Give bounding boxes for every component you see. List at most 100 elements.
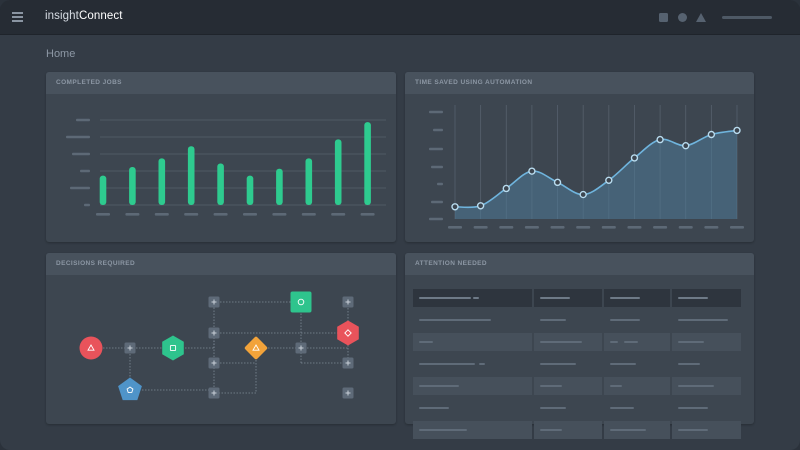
data-point[interactable] <box>451 203 459 211</box>
x-tick-label <box>627 226 642 229</box>
add-step-button[interactable] <box>342 296 354 308</box>
table-cell <box>534 421 602 439</box>
brand-logo: insightConnect <box>45 10 123 22</box>
data-point[interactable] <box>553 178 562 187</box>
decision-node-pentagon[interactable] <box>118 377 142 401</box>
table-cell <box>534 377 602 395</box>
x-tick-label <box>550 226 565 229</box>
decision-node-diamond[interactable] <box>244 336 268 360</box>
bar[interactable] <box>246 175 254 205</box>
triangle-icon[interactable] <box>696 13 706 22</box>
decision-node-square[interactable] <box>290 291 312 313</box>
area-fill <box>455 130 737 219</box>
x-tick-label <box>272 213 287 216</box>
hamburger-menu-icon[interactable] <box>12 12 23 22</box>
x-tick-label <box>96 213 110 216</box>
bar[interactable] <box>129 167 136 205</box>
table-cell <box>672 421 741 439</box>
add-step-button[interactable] <box>208 296 220 308</box>
data-point[interactable] <box>707 130 716 139</box>
text-placeholder <box>419 428 467 431</box>
y-tick-label <box>76 118 90 122</box>
user-menu-placeholder[interactable] <box>722 16 772 19</box>
text-placeholder <box>610 428 646 431</box>
table-cell <box>604 421 670 439</box>
attention-title: ATTENTION NEEDED <box>405 253 754 275</box>
table-row[interactable] <box>413 355 745 373</box>
y-tick-label <box>437 182 443 186</box>
circle-icon[interactable] <box>678 13 687 22</box>
y-tick-label <box>433 128 443 132</box>
add-step-button[interactable] <box>124 342 136 354</box>
x-tick-label <box>448 226 462 229</box>
decision-flow-diagram <box>79 291 359 401</box>
table-cell <box>413 377 532 395</box>
add-step-button[interactable] <box>295 342 307 354</box>
y-tick-label <box>429 110 443 114</box>
text-placeholder <box>419 384 459 387</box>
add-step-button[interactable] <box>342 357 354 369</box>
table-cell <box>534 355 602 373</box>
table-cell <box>604 377 670 395</box>
text-placeholder <box>540 318 566 321</box>
attention-panel: ATTENTION NEEDED <box>405 253 754 439</box>
decision-node-hexagon[interactable] <box>162 335 184 361</box>
data-point[interactable] <box>630 154 639 162</box>
decisions-title: DECISIONS REQUIRED <box>46 253 396 275</box>
table-cell <box>604 289 670 307</box>
text-placeholder <box>473 296 479 299</box>
y-tick-label <box>429 147 443 151</box>
table-row[interactable] <box>413 311 745 329</box>
bar[interactable] <box>158 158 166 205</box>
text-placeholder <box>540 428 562 431</box>
x-tick-label <box>301 213 316 216</box>
table-row[interactable] <box>413 421 745 439</box>
bar[interactable] <box>334 139 342 205</box>
text-placeholder <box>540 362 576 365</box>
text-placeholder <box>419 406 449 409</box>
text-placeholder <box>540 296 570 299</box>
data-point[interactable] <box>528 167 536 175</box>
text-placeholder <box>610 318 640 321</box>
data-point[interactable] <box>656 135 664 144</box>
x-tick-label <box>704 226 719 229</box>
table-cell <box>413 333 532 351</box>
bar[interactable] <box>276 168 283 205</box>
time-saved-title: TIME SAVED USING AUTOMATION <box>405 72 754 94</box>
data-point[interactable] <box>733 126 741 135</box>
bar[interactable] <box>364 122 371 205</box>
bar[interactable] <box>187 146 195 205</box>
data-point[interactable] <box>605 176 613 185</box>
table-cell <box>413 355 532 373</box>
text-placeholder <box>610 406 634 409</box>
table-row[interactable] <box>413 399 745 417</box>
decision-node-hexagon[interactable] <box>337 320 359 346</box>
add-step-button[interactable] <box>208 357 220 369</box>
add-step-button[interactable] <box>208 327 220 339</box>
decision-node-circle[interactable] <box>79 336 103 360</box>
table-cell <box>604 311 670 329</box>
add-step-button[interactable] <box>208 387 220 399</box>
data-point[interactable] <box>476 202 485 210</box>
data-point[interactable] <box>502 184 510 193</box>
bar[interactable] <box>305 158 313 205</box>
x-tick-label <box>360 213 375 216</box>
table-cell <box>604 355 670 373</box>
square-icon[interactable] <box>659 13 668 22</box>
y-tick-label <box>66 135 90 139</box>
data-point[interactable] <box>579 190 587 199</box>
text-placeholder <box>419 362 475 365</box>
y-tick-label <box>431 165 443 169</box>
data-point[interactable] <box>682 141 690 150</box>
text-placeholder <box>610 296 640 299</box>
table-cell <box>413 421 532 439</box>
x-tick-label <box>499 226 514 229</box>
bar[interactable] <box>99 175 107 205</box>
table-row[interactable] <box>413 377 745 395</box>
x-tick-label <box>125 213 140 216</box>
add-step-button[interactable] <box>342 387 354 399</box>
table-row[interactable] <box>413 333 745 351</box>
bar[interactable] <box>217 163 224 205</box>
text-placeholder <box>678 296 708 299</box>
